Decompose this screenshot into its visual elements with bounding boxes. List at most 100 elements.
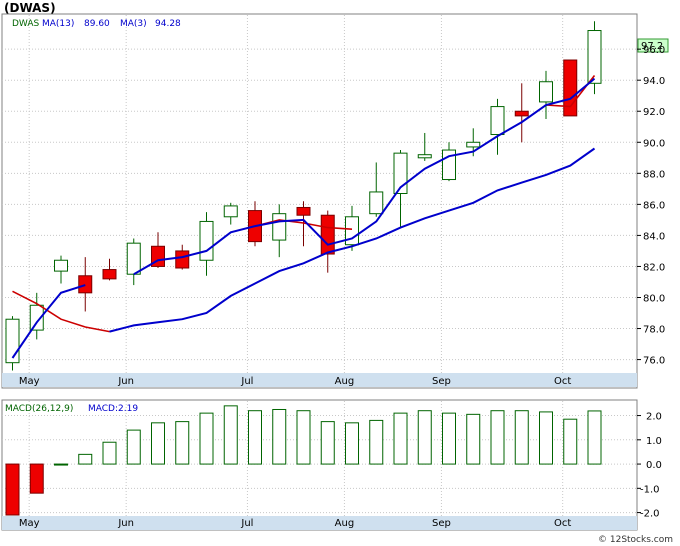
macd-tick-label: 1.0 <box>646 436 662 447</box>
macd-legend: MACD(26,12,9) MACD:2.19 <box>5 404 138 414</box>
macd-bar <box>514 410 529 465</box>
candle-body <box>563 59 578 117</box>
last-price-badge <box>637 38 669 53</box>
legend-ma3-label: MA(3) <box>120 19 147 29</box>
legend-ma3-value: 94.28 <box>155 19 181 29</box>
price-y-ticks: 76.0 78.0 80.0 82.0 84.0 86.0 88.0 90.0 92.0 94.0… <box>637 45 665 367</box>
candle-body <box>29 304 44 331</box>
chart-title: (DWAS) <box>4 1 56 15</box>
price-tick-label: 96.0 <box>643 45 665 56</box>
candle-body <box>175 250 190 269</box>
candle-body <box>320 214 335 255</box>
macd-bar <box>175 421 190 465</box>
macd-bar <box>466 413 481 465</box>
price-tick-label: 90.0 <box>643 138 665 149</box>
price-legend: DWAS MA(13) 89.60 MA(3) 94.28 <box>12 19 181 29</box>
price-marks <box>5 21 602 371</box>
macd-bar <box>563 418 578 465</box>
candle-body <box>296 206 311 216</box>
candle-body <box>587 30 602 84</box>
price-month-label: May <box>19 376 40 387</box>
macd-bar <box>29 463 44 494</box>
legend-macd-value: MACD:2.19 <box>88 404 138 414</box>
footer-credit: © 12Stocks.com <box>598 535 673 545</box>
macd-tick-label: 0.0 <box>646 460 662 471</box>
candle-body <box>466 141 481 148</box>
price-tick-label: 84.0 <box>643 231 665 242</box>
last-price-value: 97.2 <box>641 41 663 52</box>
legend-ma13-value: 89.60 <box>84 19 110 29</box>
macd-marks <box>5 405 602 516</box>
macd-axis-bar <box>2 516 637 530</box>
macd-month-label: Jul <box>240 518 253 529</box>
price-month-label: Jul <box>240 376 253 387</box>
macd-month-label: Oct <box>554 518 571 529</box>
macd-y-ticks: 2.0 1.0 0.0 -1.0 -2.0 <box>637 412 662 520</box>
macd-bar <box>102 441 117 465</box>
price-grid <box>2 15 637 373</box>
macd-bar <box>272 408 287 465</box>
price-tick-label: 92.0 <box>643 107 665 118</box>
candle-body <box>272 213 287 241</box>
candle-body <box>102 269 117 280</box>
macd-bar <box>369 419 384 465</box>
macd-bar <box>296 410 311 465</box>
macd-tick-label: -1.0 <box>640 484 660 495</box>
candle-body <box>54 259 68 272</box>
macd-bar <box>248 410 262 465</box>
macd-bar <box>345 422 359 465</box>
macd-bar <box>151 422 165 465</box>
month-labels: May May Jun Jun Jul Jul Aug Aug Sep Sep Oct Oct <box>19 376 572 529</box>
ma13-slow-line <box>109 147 596 333</box>
legend-macd-label: MACD(26,12,9) <box>5 404 73 414</box>
candle-body <box>369 191 384 215</box>
price-month-label: Jun <box>117 376 134 387</box>
macd-bar <box>393 412 408 465</box>
macd-bar <box>320 421 335 465</box>
macd-bar <box>539 411 553 465</box>
macd-bar <box>126 429 141 465</box>
macd-bar <box>223 405 238 465</box>
candle-body <box>539 81 553 103</box>
price-month-label: Oct <box>554 376 571 387</box>
candle-body <box>490 106 505 136</box>
macd-bar <box>78 453 93 465</box>
macd-panel <box>1 399 638 531</box>
candle-body <box>78 275 93 294</box>
ma13-line <box>11 77 596 359</box>
macd-bar <box>587 410 602 465</box>
candle-body <box>345 216 359 246</box>
price-tick-label: 88.0 <box>643 169 665 180</box>
candle-body <box>5 318 20 364</box>
price-tick-label: 78.0 <box>643 325 665 336</box>
candle-body <box>199 220 214 261</box>
price-tick-label: 86.0 <box>643 200 665 211</box>
macd-month-label: May <box>19 518 40 529</box>
macd-month-label: Sep <box>432 518 451 529</box>
candle-body <box>514 110 529 117</box>
price-month-label: Aug <box>335 376 355 387</box>
candle-body <box>223 205 238 218</box>
legend-symbol: DWAS <box>12 19 39 29</box>
candle-body <box>393 152 408 194</box>
candle-body <box>126 242 141 275</box>
macd-month-label: Jun <box>117 518 134 529</box>
legend-ma13-label: MA(13) <box>42 19 74 29</box>
macd-bar <box>490 410 505 465</box>
price-tick-label: 82.0 <box>643 262 665 273</box>
macd-tick-label: -2.0 <box>640 509 660 520</box>
candle-body <box>417 154 432 159</box>
macd-bar <box>417 410 432 465</box>
price-tick-label: 94.0 <box>643 76 665 87</box>
macd-bar <box>5 463 20 516</box>
price-month-label: Sep <box>432 376 451 387</box>
price-tick-label: 76.0 <box>643 356 665 367</box>
macd-tick-label: 2.0 <box>646 412 662 423</box>
price-panel <box>1 13 638 389</box>
macd-month-label: Aug <box>335 518 355 529</box>
price-axis-bar <box>2 373 637 387</box>
macd-bar <box>442 412 456 465</box>
price-tick-label: 80.0 <box>643 293 665 304</box>
macd-bar <box>54 463 68 466</box>
